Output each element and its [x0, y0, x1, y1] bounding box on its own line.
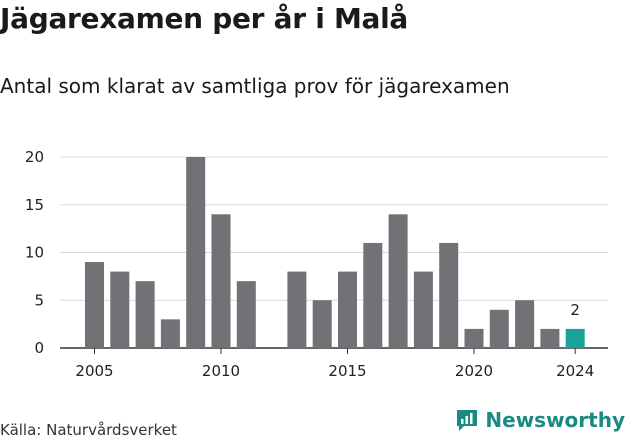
bar [363, 242, 383, 348]
y-tick-label: 10 [25, 244, 44, 262]
bar [287, 271, 307, 348]
chart-subtitle: Antal som klarat av samtliga prov för jä… [0, 74, 510, 98]
brand-logo: Newsworthy [455, 408, 625, 432]
bar [515, 300, 535, 348]
bar [540, 328, 560, 348]
bar [186, 157, 206, 348]
bars [85, 157, 585, 348]
y-tick-label: 20 [25, 148, 44, 166]
bar [388, 214, 408, 348]
bar [85, 262, 104, 348]
y-tick-label: 0 [34, 339, 44, 357]
x-tick-label: 2020 [455, 362, 493, 380]
x-axis-ticks: 2005 2010 2015 2020 2024 [75, 348, 594, 380]
bar [312, 300, 332, 348]
brand-name: Newsworthy [485, 408, 625, 432]
newsworthy-logo-icon [457, 410, 478, 431]
y-axis-ticks: 0 5 10 15 20 [25, 148, 44, 357]
bar [211, 214, 231, 348]
data-label: 2 [570, 301, 580, 319]
x-tick-label: 2005 [75, 362, 113, 380]
bar [338, 271, 357, 348]
bar [110, 271, 130, 348]
y-tick-label: 5 [34, 291, 44, 309]
bar [160, 319, 180, 348]
bar [464, 328, 484, 348]
x-tick-label: 2010 [202, 362, 240, 380]
y-tick-label: 15 [25, 196, 44, 214]
bar-chart: 0 5 10 15 20 2005 2010 2015 2020 2024 2 [25, 148, 608, 380]
bar-highlight [565, 328, 585, 348]
chart-title: Jägarexamen per år i Malå [0, 2, 408, 35]
bar [135, 281, 155, 348]
bar [236, 281, 256, 348]
x-tick-label: 2015 [328, 362, 366, 380]
bar [439, 242, 459, 348]
x-tick-label: 2024 [556, 362, 594, 380]
data-labels: 2 [570, 301, 580, 319]
bar [413, 271, 433, 348]
bar [489, 309, 509, 348]
source-note: Källa: Naturvårdsverket [0, 421, 177, 439]
